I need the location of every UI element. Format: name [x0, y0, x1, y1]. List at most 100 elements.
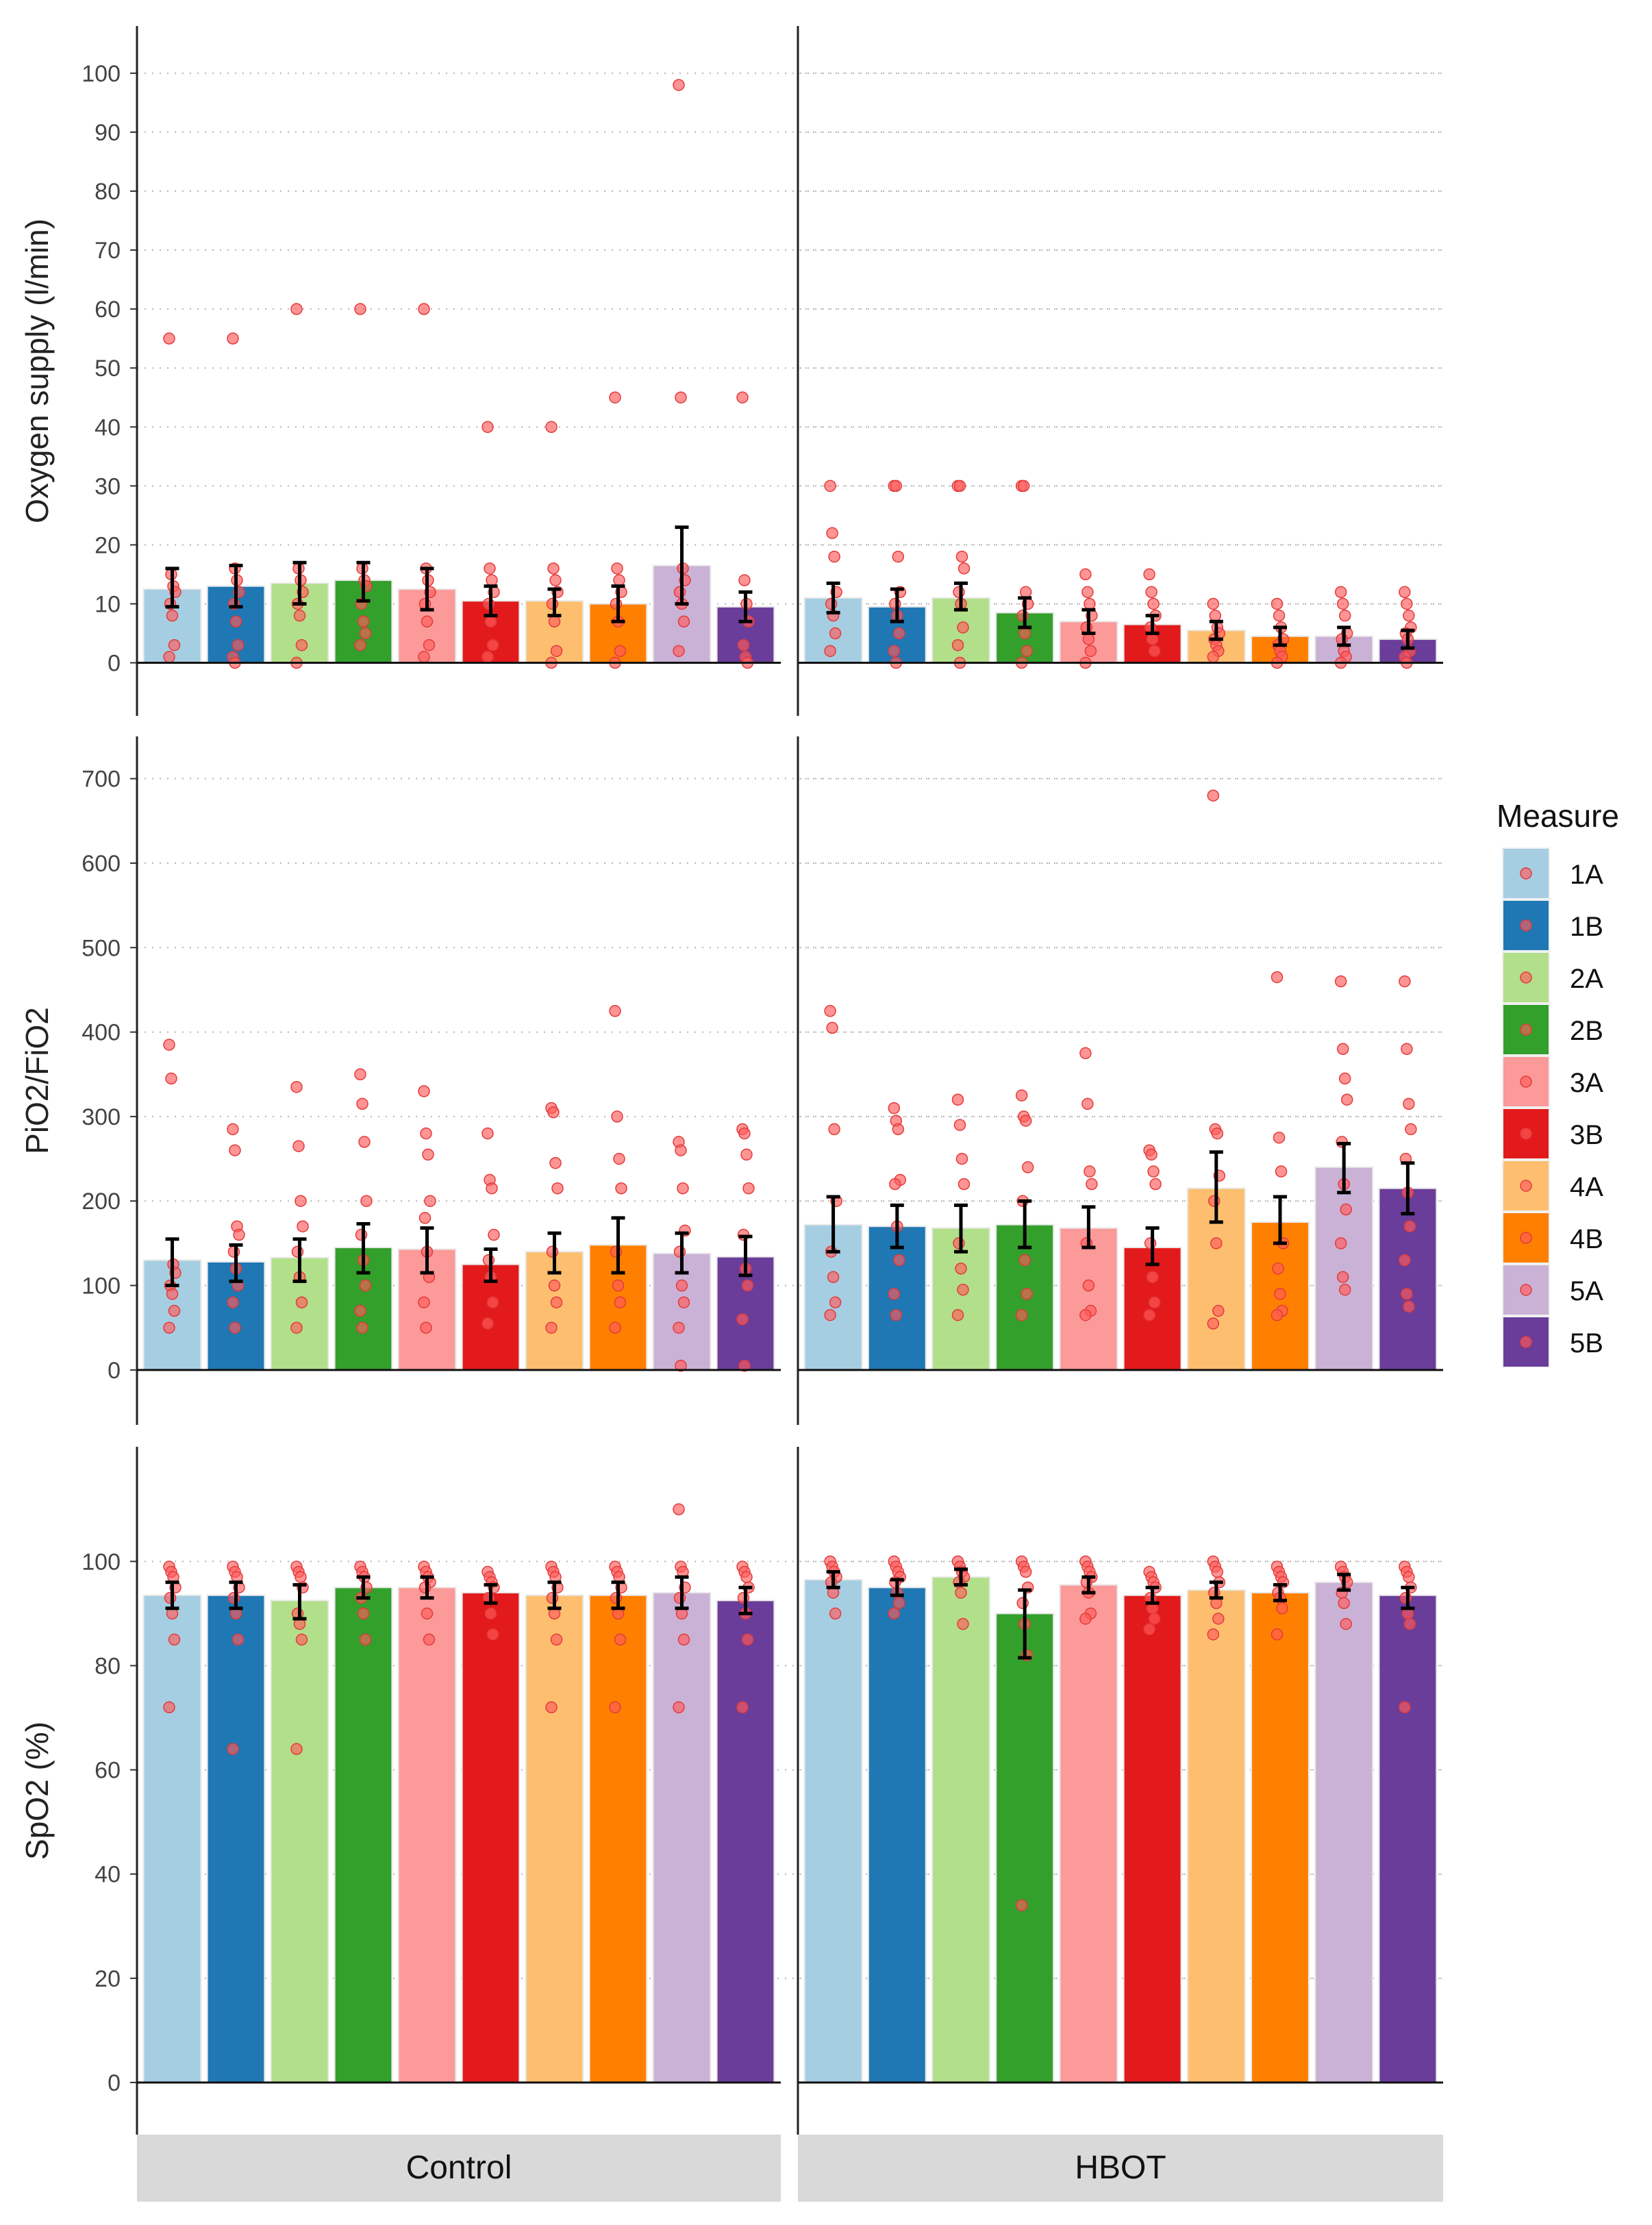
data-point: [1015, 1089, 1028, 1102]
legend-item-5B: 5B: [1502, 1316, 1603, 1368]
data-point: [673, 1591, 686, 1604]
data-point: [549, 1156, 562, 1169]
data-point: [165, 1072, 177, 1085]
data-point: [958, 562, 971, 575]
data-point: [1271, 597, 1284, 610]
data-point: [677, 1182, 689, 1195]
data-point: [1079, 568, 1092, 581]
data-point: [227, 1123, 239, 1136]
data-point: [1080, 621, 1093, 634]
data-point: [546, 597, 559, 610]
legend-item-4A: 4A: [1502, 1160, 1603, 1212]
data-point: [675, 1279, 688, 1292]
data-point: [1148, 1613, 1161, 1625]
data-point: [481, 651, 494, 663]
data-point: [1336, 1043, 1349, 1056]
data-point: [1207, 789, 1220, 802]
data-point: [951, 638, 964, 651]
data-point: [1016, 609, 1029, 622]
data-point: [421, 615, 434, 628]
data-point: [1079, 1308, 1092, 1321]
data-point: [1018, 1254, 1031, 1267]
data-point: [163, 332, 175, 345]
data-point: [673, 1245, 686, 1258]
y-tick-label: 70: [95, 238, 121, 264]
data-point: [550, 645, 563, 658]
data-point: [1018, 627, 1031, 640]
bar-5A: [652, 1591, 712, 2083]
data-point: [1338, 609, 1351, 622]
facet-panel-hbot: [797, 26, 1443, 716]
data-point: [738, 574, 751, 586]
data-point: [1021, 645, 1033, 658]
data-point: [227, 332, 239, 345]
data-point: [1148, 1296, 1161, 1308]
data-point: [613, 574, 625, 586]
data-point: [888, 1607, 901, 1620]
data-point: [418, 651, 430, 663]
data-point: [1271, 971, 1284, 984]
data-point: [486, 1296, 499, 1308]
bar-1A: [803, 1578, 863, 2083]
data-point: [1207, 651, 1220, 663]
data-point: [892, 1123, 905, 1136]
data-point: [740, 1571, 753, 1583]
data-point: [1334, 975, 1347, 988]
facet-strip-hbot: HBOT: [798, 2135, 1443, 2202]
data-point: [736, 1313, 749, 1326]
panel-row-3: 0 20 40 60 80 100 SpO2 (%): [19, 1447, 1443, 2135]
data-point: [1146, 633, 1159, 645]
bar-2B: [334, 1587, 393, 2083]
data-point: [673, 586, 686, 599]
y-tick-label: 100: [82, 1273, 121, 1300]
bar-5A: [1314, 1166, 1374, 1371]
data-point: [1340, 1617, 1352, 1630]
data-point: [295, 1195, 307, 1207]
data-point: [1015, 1308, 1028, 1321]
y-tick-label: 0: [108, 651, 121, 677]
y-tick-label: 700: [82, 767, 121, 793]
data-point: [957, 621, 969, 634]
y-tick-label: 60: [95, 297, 121, 323]
y-tick-label: 80: [95, 179, 121, 205]
y-tick-label: 0: [108, 2070, 121, 2096]
legend-item-2A: 2A: [1502, 952, 1603, 1004]
data-point: [1081, 586, 1094, 599]
data-point: [614, 1633, 627, 1646]
legend-item-1A: 1A: [1502, 847, 1603, 899]
data-point: [1146, 1271, 1159, 1283]
data-point: [1272, 1263, 1284, 1275]
facet-panel-hbot: [797, 736, 1443, 1425]
legend-label: 5B: [1570, 1328, 1603, 1358]
data-point: [892, 550, 905, 563]
data-point: [423, 638, 436, 651]
legend-item-5A: 5A: [1502, 1264, 1603, 1316]
facet-label-control: Control: [406, 2150, 512, 2186]
data-point: [1086, 1178, 1098, 1191]
data-point: [677, 1633, 690, 1646]
data-point: [1145, 586, 1157, 599]
data-point: [677, 1296, 690, 1308]
data-point: [359, 627, 372, 640]
data-point: [1144, 1237, 1157, 1250]
data-point: [360, 1195, 373, 1207]
data-point: [358, 1136, 371, 1148]
data-point: [418, 597, 431, 610]
data-point: [1019, 586, 1032, 599]
data-point: [888, 1102, 901, 1115]
data-point: [231, 1633, 245, 1646]
data-point: [1079, 1613, 1092, 1625]
legend-point-icon: [1520, 1232, 1532, 1244]
data-point: [1211, 1565, 1224, 1578]
data-point: [1399, 586, 1411, 599]
data-point: [741, 1279, 754, 1292]
y-tick-label: 0: [108, 1358, 121, 1384]
data-point: [1340, 1093, 1353, 1106]
legend-item-2B: 2B: [1502, 1004, 1603, 1056]
data-point: [1208, 1195, 1221, 1207]
data-point: [1403, 1097, 1415, 1110]
data-point: [673, 1701, 685, 1714]
data-point: [673, 1503, 685, 1516]
legend-label: 2B: [1570, 1016, 1603, 1046]
data-point: [546, 1591, 559, 1604]
